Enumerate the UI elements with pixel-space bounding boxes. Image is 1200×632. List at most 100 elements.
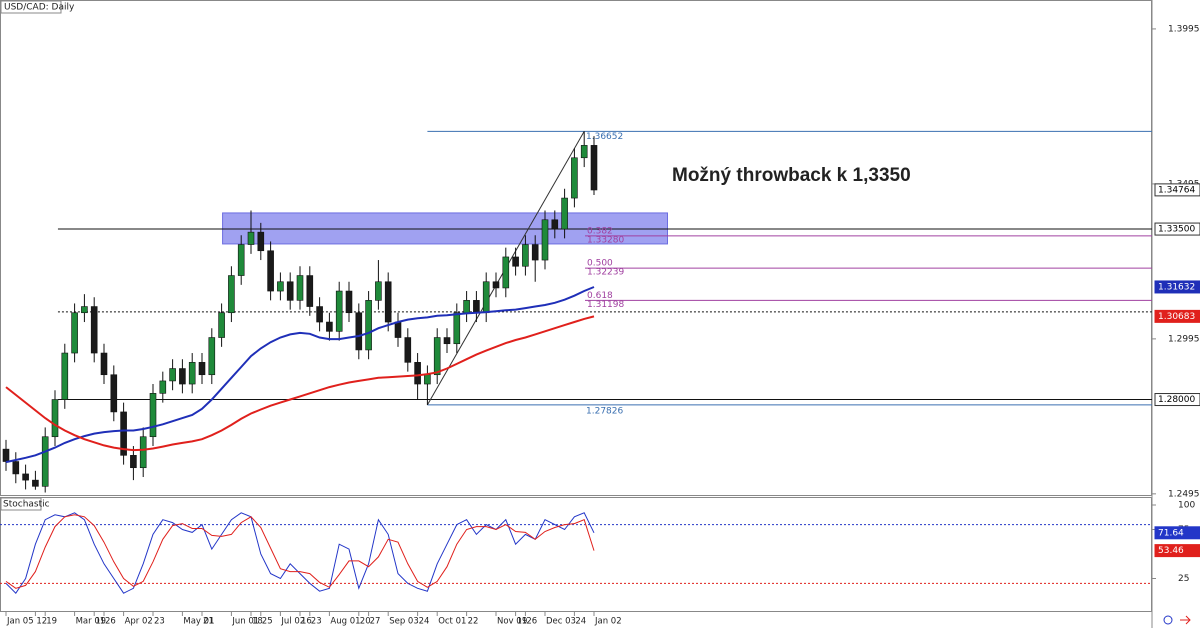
price-flag [1154, 393, 1200, 407]
price-flag-label: 1.33500 [1158, 225, 1195, 235]
candle-body [90, 306, 98, 354]
candle-body [424, 374, 431, 385]
candle-body [345, 290, 353, 314]
x-tick-label: Aug 01 [330, 617, 360, 627]
candle-body [404, 337, 412, 363]
chart-title: USD/CAD: Daily [4, 3, 75, 13]
x-tick-label: Dec 03 [546, 617, 576, 627]
candle-body [22, 473, 29, 481]
x-tick-label: 19 [95, 617, 106, 627]
candle-body [522, 244, 529, 267]
x-tick-label: May 01 [183, 617, 214, 627]
x-tick-label: 20 [360, 617, 371, 627]
candle-body [149, 393, 157, 438]
candle-body [571, 157, 578, 199]
fib-value: 1.31198 [587, 300, 624, 310]
candle-body [139, 436, 147, 469]
price-flag-label: 1.28000 [1158, 395, 1195, 405]
icon[interactable] [1163, 615, 1173, 625]
x-tick-label: Jan 02 [594, 617, 622, 627]
candle-body [296, 275, 304, 301]
candle-body [531, 244, 539, 261]
candle-body [61, 352, 69, 400]
x-tick-label: Sep 03 [389, 617, 419, 627]
candle-body [482, 281, 490, 314]
x-tick-label: 12 [36, 617, 47, 627]
candle-body [218, 312, 225, 338]
candle-body [257, 231, 265, 252]
zone [222, 212, 669, 245]
candle-body [433, 337, 441, 376]
x-tick-label: Mar 01 [76, 617, 106, 627]
candle-body [237, 244, 245, 276]
candle-body [453, 312, 461, 345]
x-tick-label: 24 [419, 617, 430, 627]
x-tick-label: 22 [468, 617, 479, 627]
price-flag-label: 53.46 [1158, 546, 1184, 556]
candle-body [198, 362, 206, 376]
candle-body [375, 281, 382, 301]
candle-body [316, 306, 323, 323]
fib-label: 1.27826 [586, 406, 623, 416]
icon[interactable] [1180, 615, 1191, 625]
x-tick-label: 24 [575, 617, 586, 627]
candle-body [326, 321, 333, 332]
candle-body [502, 256, 510, 289]
corner-icons[interactable] [1163, 615, 1191, 625]
candle-body [365, 300, 372, 351]
fib-value: 1.33280 [587, 235, 624, 245]
candle-body [335, 290, 343, 332]
line-series [5, 286, 595, 464]
x-tick-label: 27 [370, 617, 381, 627]
x-tick-label: Jan 05 [6, 617, 34, 627]
candle-body [286, 281, 294, 301]
price-flag-label: 1.30683 [1158, 312, 1195, 322]
candle-body [277, 281, 284, 292]
candle-body [414, 362, 421, 385]
price-flag-label: 1.31632 [1158, 282, 1195, 292]
candle-body [512, 256, 519, 267]
candle-body [71, 312, 78, 354]
candle-body [110, 374, 118, 413]
candle-body [267, 250, 274, 292]
price-flag-label: 1.34764 [1158, 185, 1195, 195]
x-tick-label: 19 [46, 617, 57, 627]
price-flag [1154, 309, 1200, 323]
stoch-title: Stochastic [3, 500, 50, 510]
x-tick-label: 19 [517, 617, 528, 627]
candle-body [306, 275, 314, 307]
x-tick-label: Nov 01 [497, 617, 527, 627]
title-box [0, 0, 62, 14]
candle-body [580, 145, 588, 159]
y-tick-label: 1.24957 [1168, 489, 1200, 499]
x-tick-label: 16 [301, 617, 312, 627]
candle-body [561, 197, 568, 230]
candle-body [394, 321, 402, 338]
candle-body [12, 461, 20, 475]
x-tick-label: 26 [105, 617, 116, 627]
fib-label: 1.36652 [586, 132, 623, 142]
x-tick-label: 23 [311, 617, 322, 627]
candle-body [100, 352, 108, 376]
x-tick-label: Apr 02 [125, 617, 153, 627]
candle-body [228, 275, 235, 314]
candle-body [2, 448, 10, 462]
x-tick-label: 18 [252, 617, 263, 627]
candle-body [443, 337, 451, 345]
x-tick-label: 26 [526, 617, 537, 627]
price-flag [1154, 526, 1200, 540]
y-tick-label: 1.39957 [1168, 24, 1200, 34]
y-tick-label: 100 [1178, 501, 1195, 511]
x-tick-label: 23 [154, 617, 165, 627]
candle-body [355, 312, 363, 351]
candle-body [384, 281, 392, 323]
candle-body [208, 337, 216, 376]
x-tick-label: 21 [203, 617, 214, 627]
line-series [5, 315, 595, 452]
price-flag [1154, 544, 1200, 558]
fib-ratio: 0.618 [587, 291, 613, 301]
candle-body [169, 368, 176, 382]
stoch-panel [0, 497, 1152, 612]
stoch-title-box [0, 497, 42, 511]
